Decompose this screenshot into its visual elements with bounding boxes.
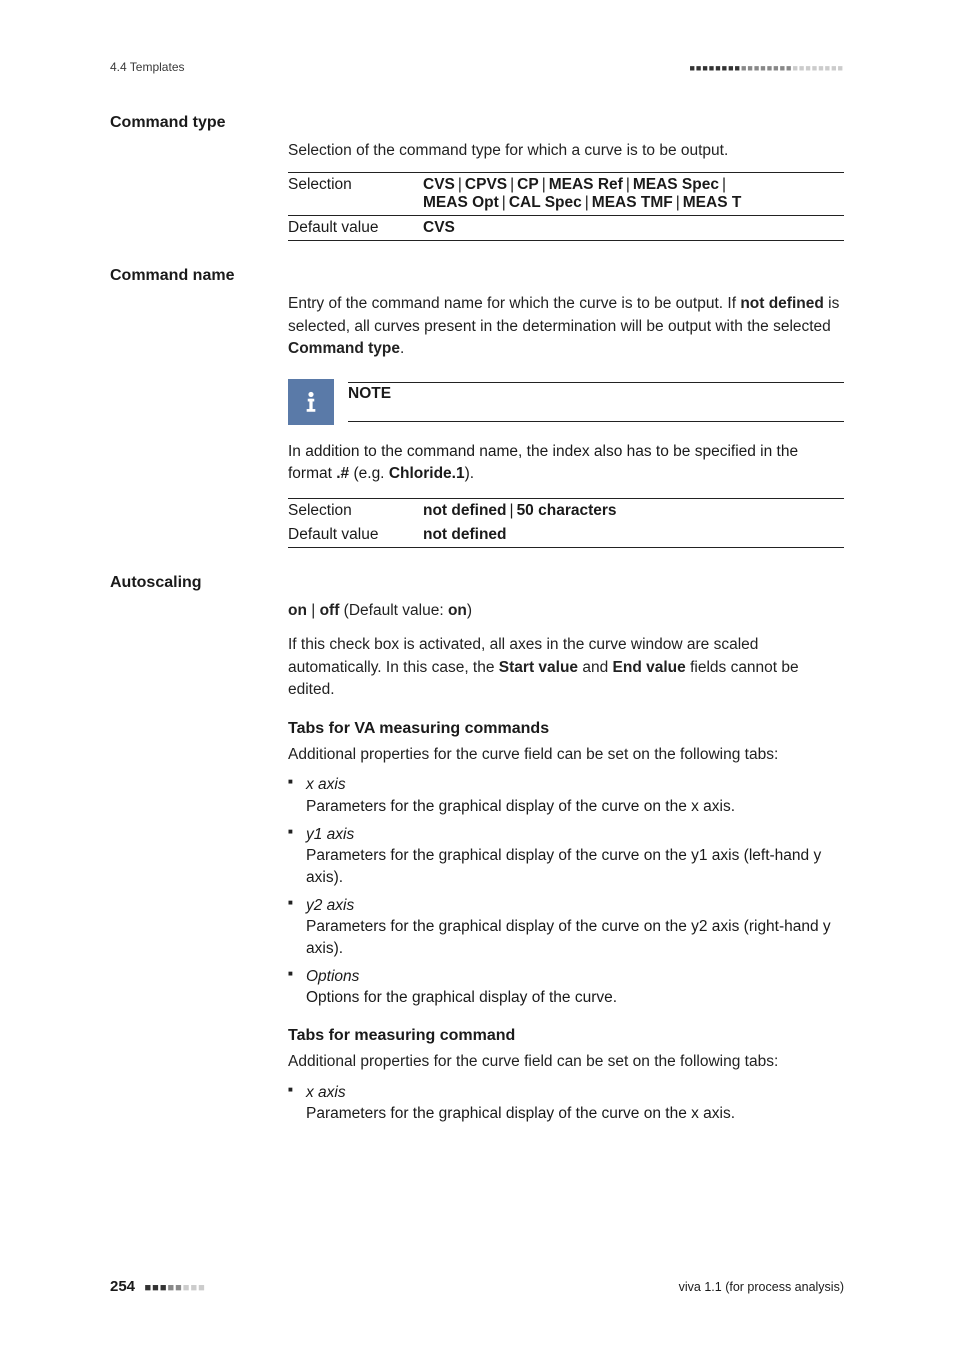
tabs-va-heading: Tabs for VA measuring commands xyxy=(288,720,844,738)
tabs-va-intro: Additional properties for the curve fiel… xyxy=(288,744,844,766)
list-item: y1 axisParameters for the graphical disp… xyxy=(306,824,844,889)
info-icon xyxy=(288,379,334,425)
note-title: NOTE xyxy=(348,382,844,422)
section-autoscaling: Autoscaling on | off (Default value: on)… xyxy=(110,574,844,1125)
cmd-name-intro: Entry of the command name for which the … xyxy=(288,293,844,360)
list-item: x axisParameters for the graphical displ… xyxy=(306,774,844,817)
tabs-meas-intro: Additional properties for the curve fiel… xyxy=(288,1051,844,1073)
selection-value: CVS|CPVS|CP|MEAS Ref|MEAS Spec|MEAS Opt|… xyxy=(423,176,741,212)
list-item: OptionsOptions for the graphical display… xyxy=(306,966,844,1009)
autoscaling-desc: If this check box is activated, all axes… xyxy=(288,634,844,701)
default-value: not defined xyxy=(423,526,507,544)
cmd-type-table: Selection CVS|CPVS|CP|MEAS Ref|MEAS Spec… xyxy=(288,172,844,241)
default-label: Default value xyxy=(288,219,423,237)
cmd-name-table: Selection not defined|50 characters Defa… xyxy=(288,498,844,548)
default-label: Default value xyxy=(288,526,423,544)
heading-autoscaling: Autoscaling xyxy=(110,574,844,592)
page-number: 254 xyxy=(110,1278,135,1295)
page-footer: 254 ■■■■■■■■ viva 1.1 (for process analy… xyxy=(110,1278,844,1295)
autoscaling-line: on | off (Default value: on) xyxy=(288,600,844,622)
default-value: CVS xyxy=(423,219,455,237)
tabs-meas-list: x axisParameters for the graphical displ… xyxy=(288,1082,844,1125)
footer-left: 254 ■■■■■■■■ xyxy=(110,1278,206,1295)
section-command-name: Command name Entry of the command name f… xyxy=(110,267,844,547)
list-item: x axisParameters for the graphical displ… xyxy=(306,1082,844,1125)
footer-decoration: ■■■■■■■■ xyxy=(145,1282,206,1294)
page-header: 4.4 Templates ■■■■■■■■■■■■■■■■■■■■■■■■ xyxy=(110,60,844,74)
selection-label: Selection xyxy=(288,502,423,520)
doc-title: viva 1.1 (for process analysis) xyxy=(679,1280,844,1294)
selection-label: Selection xyxy=(288,176,423,212)
section-label: 4.4 Templates xyxy=(110,60,185,74)
header-decoration: ■■■■■■■■■■■■■■■■■■■■■■■■ xyxy=(690,60,845,74)
tabs-va-list: x axisParameters for the graphical displ… xyxy=(288,774,844,1009)
heading-command-name: Command name xyxy=(110,267,844,285)
section-command-type: Command type Selection of the command ty… xyxy=(110,114,844,241)
note-body: In addition to the command name, the ind… xyxy=(288,441,844,486)
note-block: NOTE In addition to the command name, th… xyxy=(288,379,844,486)
heading-command-type: Command type xyxy=(110,114,844,132)
selection-value: not defined|50 characters xyxy=(423,502,617,520)
tabs-meas-heading: Tabs for measuring command xyxy=(288,1027,844,1045)
cmd-type-intro: Selection of the command type for which … xyxy=(288,140,844,162)
list-item: y2 axisParameters for the graphical disp… xyxy=(306,895,844,960)
